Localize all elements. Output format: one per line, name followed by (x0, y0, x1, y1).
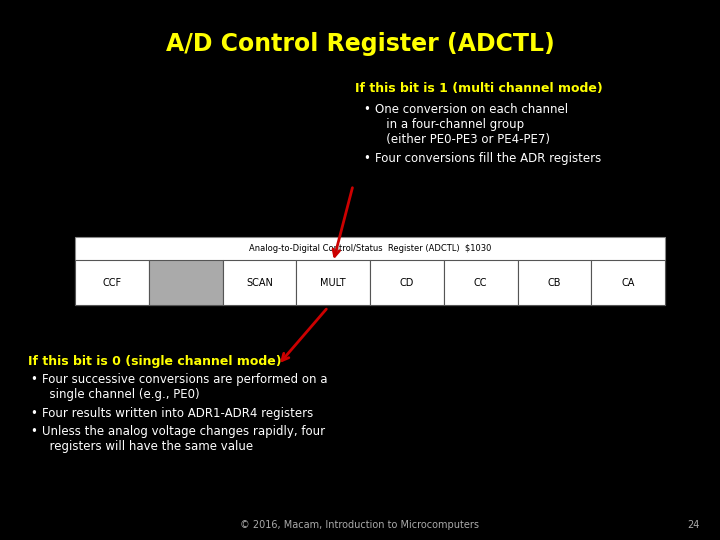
Text: CCF: CCF (102, 278, 122, 287)
Text: © 2016, Macam, Introduction to Microcomputers: © 2016, Macam, Introduction to Microcomp… (240, 520, 480, 530)
Text: 24: 24 (688, 520, 700, 530)
Text: registers will have the same value: registers will have the same value (42, 440, 253, 453)
Bar (591, 260, 665, 305)
Bar (296, 260, 370, 305)
Text: •: • (30, 373, 37, 386)
Text: •: • (363, 152, 370, 165)
Text: (either PE0-PE3 or PE4-PE7): (either PE0-PE3 or PE4-PE7) (375, 133, 550, 146)
Bar (75, 260, 149, 305)
Text: Four successive conversions are performed on a: Four successive conversions are performe… (42, 373, 328, 386)
Text: •: • (30, 407, 37, 420)
Text: MULT: MULT (320, 278, 346, 287)
Bar (370, 260, 444, 305)
Text: If this bit is 1 (multi channel mode): If this bit is 1 (multi channel mode) (355, 82, 603, 95)
Text: •: • (363, 103, 370, 116)
Text: Analog-to-Digital Control/Status  Register (ADCTL)  $1030: Analog-to-Digital Control/Status Registe… (249, 244, 491, 253)
Text: A/D Control Register (ADCTL): A/D Control Register (ADCTL) (166, 32, 554, 56)
Bar (75, 237, 665, 305)
Bar (518, 260, 591, 305)
Bar (222, 260, 296, 305)
Text: If this bit is 0 (single channel mode): If this bit is 0 (single channel mode) (28, 355, 282, 368)
Text: CB: CB (548, 278, 561, 287)
Text: One conversion on each channel: One conversion on each channel (375, 103, 568, 116)
Text: CA: CA (621, 278, 635, 287)
Text: •: • (30, 425, 37, 438)
Bar (444, 260, 518, 305)
Text: CD: CD (400, 278, 414, 287)
Text: single channel (e.g., PE0): single channel (e.g., PE0) (42, 388, 199, 401)
Text: SCAN: SCAN (246, 278, 273, 287)
Text: Four conversions fill the ADR registers: Four conversions fill the ADR registers (375, 152, 601, 165)
Text: Four results written into ADR1-ADR4 registers: Four results written into ADR1-ADR4 regi… (42, 407, 313, 420)
Text: in a four-channel group: in a four-channel group (375, 118, 524, 131)
Text: Unless the analog voltage changes rapidly, four: Unless the analog voltage changes rapidl… (42, 425, 325, 438)
Bar (149, 260, 222, 305)
Text: CC: CC (474, 278, 487, 287)
